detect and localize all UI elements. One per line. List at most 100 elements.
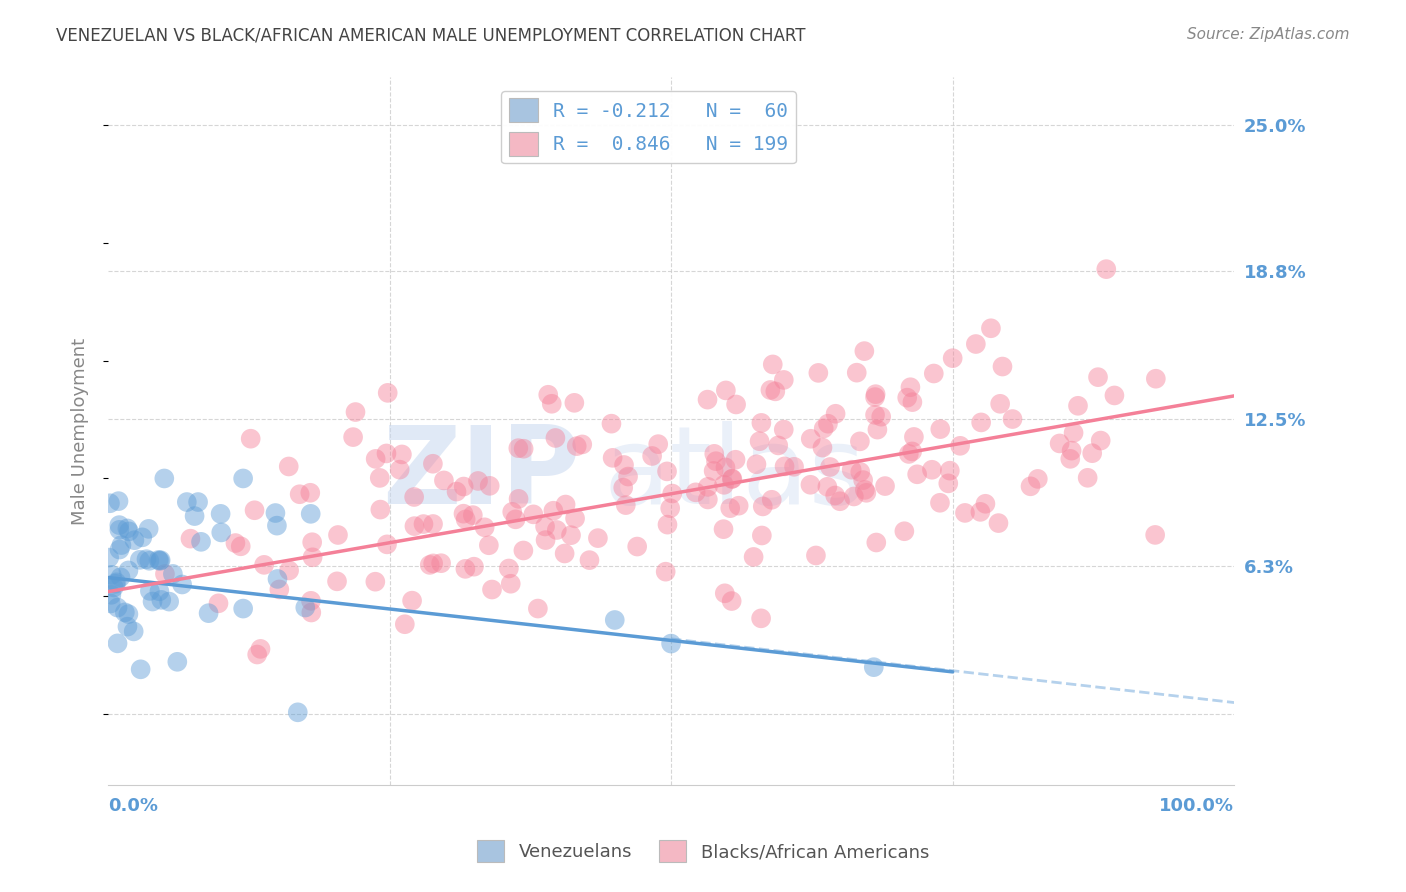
Point <box>301 535 323 549</box>
Point <box>148 584 170 599</box>
Point <box>540 397 562 411</box>
Point <box>714 460 737 475</box>
Point <box>752 500 775 514</box>
Point <box>939 464 962 478</box>
Point <box>748 434 770 449</box>
Point <box>422 516 444 531</box>
Point <box>1087 370 1109 384</box>
Point <box>863 408 886 422</box>
Point <box>131 530 153 544</box>
Point <box>326 574 349 589</box>
Point <box>534 533 557 547</box>
Point <box>613 458 636 472</box>
Point <box>138 554 160 568</box>
Point <box>818 460 841 475</box>
Point <box>117 521 139 535</box>
Point <box>617 469 640 483</box>
Point <box>804 549 827 563</box>
Point <box>696 392 718 407</box>
Point <box>364 451 387 466</box>
Point <box>183 509 205 524</box>
Point <box>299 594 322 608</box>
Point <box>1019 479 1042 493</box>
Point <box>1059 451 1081 466</box>
Point <box>783 459 806 474</box>
Point <box>269 582 291 597</box>
Point <box>1104 388 1126 402</box>
Point <box>865 387 887 401</box>
Text: ZIP: ZIP <box>382 421 581 527</box>
Point <box>117 563 139 577</box>
Point <box>187 495 209 509</box>
Point <box>246 648 269 662</box>
Point <box>626 540 648 554</box>
Point <box>277 459 299 474</box>
Point <box>969 505 991 519</box>
Point <box>853 483 876 497</box>
Point <box>129 662 152 676</box>
Point <box>901 395 924 409</box>
Point <box>153 471 176 485</box>
Point <box>209 507 232 521</box>
Point <box>364 574 387 589</box>
Point <box>505 512 527 526</box>
Point <box>100 597 122 611</box>
Point <box>929 422 952 436</box>
Point <box>853 344 876 359</box>
Point <box>614 498 637 512</box>
Point <box>751 528 773 542</box>
Point <box>368 471 391 485</box>
Point <box>1090 434 1112 448</box>
Point <box>811 441 834 455</box>
Point <box>922 367 945 381</box>
Point <box>508 441 530 455</box>
Point <box>845 366 868 380</box>
Point <box>501 505 523 519</box>
Point <box>114 606 136 620</box>
Point <box>1077 471 1099 485</box>
Point <box>197 606 219 620</box>
Point <box>104 576 127 591</box>
Point <box>135 552 157 566</box>
Point <box>1144 528 1167 542</box>
Point <box>299 485 322 500</box>
Point <box>799 477 821 491</box>
Point <box>965 337 987 351</box>
Point <box>110 538 132 552</box>
Point <box>1060 443 1083 458</box>
Point <box>761 492 783 507</box>
Point <box>763 384 786 399</box>
Point <box>1049 436 1071 450</box>
Point <box>150 593 173 607</box>
Point <box>863 390 886 404</box>
Point <box>742 549 765 564</box>
Point <box>176 495 198 509</box>
Point <box>467 474 489 488</box>
Point <box>229 539 252 553</box>
Point <box>391 447 413 461</box>
Point <box>422 457 444 471</box>
Text: VENEZUELAN VS BLACK/AFRICAN AMERICAN MALE UNEMPLOYMENT CORRELATION CHART: VENEZUELAN VS BLACK/AFRICAN AMERICAN MAL… <box>56 27 806 45</box>
Point <box>299 507 322 521</box>
Point <box>586 531 609 545</box>
Point <box>921 463 943 477</box>
Point <box>762 358 785 372</box>
Point <box>394 617 416 632</box>
Point <box>243 503 266 517</box>
Point <box>866 423 889 437</box>
Point <box>433 474 456 488</box>
Point <box>849 465 872 479</box>
Point <box>862 660 884 674</box>
Point <box>612 481 634 495</box>
Text: 0.0%: 0.0% <box>108 797 157 815</box>
Point <box>813 421 835 435</box>
Point <box>714 384 737 398</box>
Point <box>478 538 501 552</box>
Point <box>725 397 748 411</box>
Point <box>266 518 288 533</box>
Point <box>745 457 768 471</box>
Point <box>564 511 586 525</box>
Point <box>659 637 682 651</box>
Point <box>571 437 593 451</box>
Point <box>696 492 718 507</box>
